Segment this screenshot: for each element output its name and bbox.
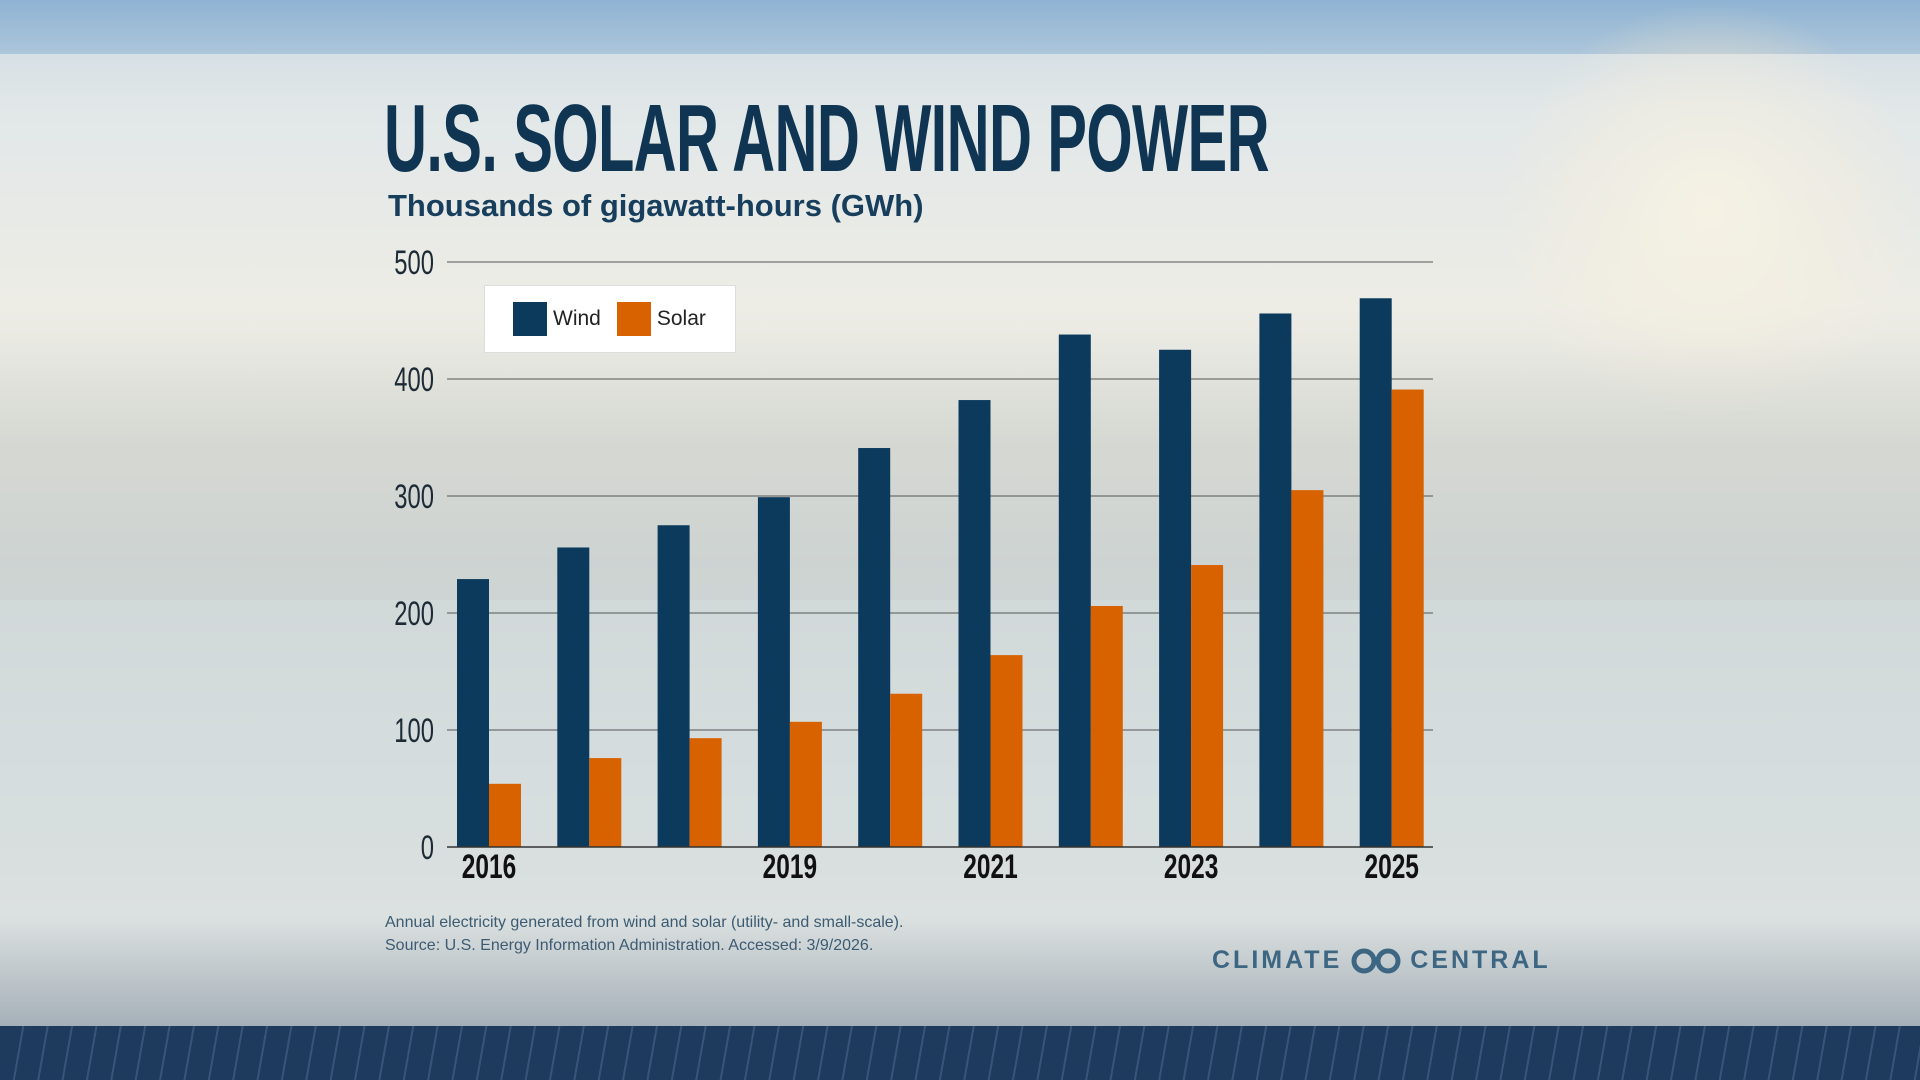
infinity-icon [1351, 948, 1401, 973]
y-tick-label: 500 [394, 244, 434, 282]
chart-title: U.S. SOLAR AND WIND POWER [384, 85, 1270, 192]
solar-panels-strip [0, 1026, 1920, 1080]
bar-wind-2018 [657, 525, 690, 847]
footnote: Annual electricity generated from wind a… [385, 911, 903, 957]
y-tick-label: 0 [421, 829, 434, 867]
bar-wind-2017 [557, 547, 590, 847]
x-tick-label: 2023 [1164, 848, 1218, 886]
bar-solar-2025 [1391, 389, 1424, 847]
y-tick-label: 400 [394, 361, 434, 399]
bar-solar-2016 [489, 783, 521, 847]
footnote-description: Annual electricity generated from wind a… [385, 914, 904, 931]
legend-label-solar: Solar [656, 307, 706, 330]
y-tick-label: 100 [394, 712, 434, 750]
x-tick-label: 2019 [763, 848, 817, 886]
x-tick-label: 2021 [963, 848, 1017, 886]
bar-solar-2019 [789, 721, 822, 847]
bar-solar-2020 [890, 693, 923, 847]
x-tick-label: 2016 [462, 848, 516, 886]
bar-solar-2022 [1090, 605, 1123, 847]
bar-wind-2025 [1359, 298, 1392, 847]
logo-text-right: CENTRAL [1410, 946, 1551, 974]
legend-label-wind: Wind [553, 307, 601, 330]
climate-central-logo: CLIMATE CENTRAL [1212, 946, 1551, 975]
y-tick-label: 200 [394, 595, 434, 633]
bar-wind-2024 [1259, 313, 1292, 848]
bar-wind-2019 [757, 497, 790, 847]
chart-subtitle: Thousands of gigawatt-hours (GWh) [388, 188, 924, 223]
legend-swatch-wind [513, 302, 547, 336]
bar-solar-2024 [1291, 490, 1324, 847]
y-tick-label: 300 [394, 478, 434, 516]
footnote-source: Source: U.S. Energy Information Administ… [385, 937, 874, 954]
bar-wind-2016 [457, 579, 489, 847]
bar-wind-2020 [858, 448, 891, 847]
legend-swatch-solar [616, 302, 651, 336]
bar-solar-2017 [589, 758, 622, 847]
x-tick-label: 2025 [1364, 848, 1418, 886]
legend-item-wind: Wind [513, 302, 601, 336]
logo-text-left: CLIMATE [1212, 946, 1343, 974]
legend: Wind Solar [484, 285, 736, 353]
bar-solar-2023 [1191, 565, 1224, 847]
bar-wind-2023 [1159, 349, 1192, 847]
bar-wind-2021 [958, 400, 991, 847]
bar-solar-2021 [990, 655, 1023, 847]
legend-item-solar: Solar [616, 302, 706, 336]
bar-wind-2022 [1058, 334, 1091, 847]
bar-solar-2018 [689, 738, 722, 847]
